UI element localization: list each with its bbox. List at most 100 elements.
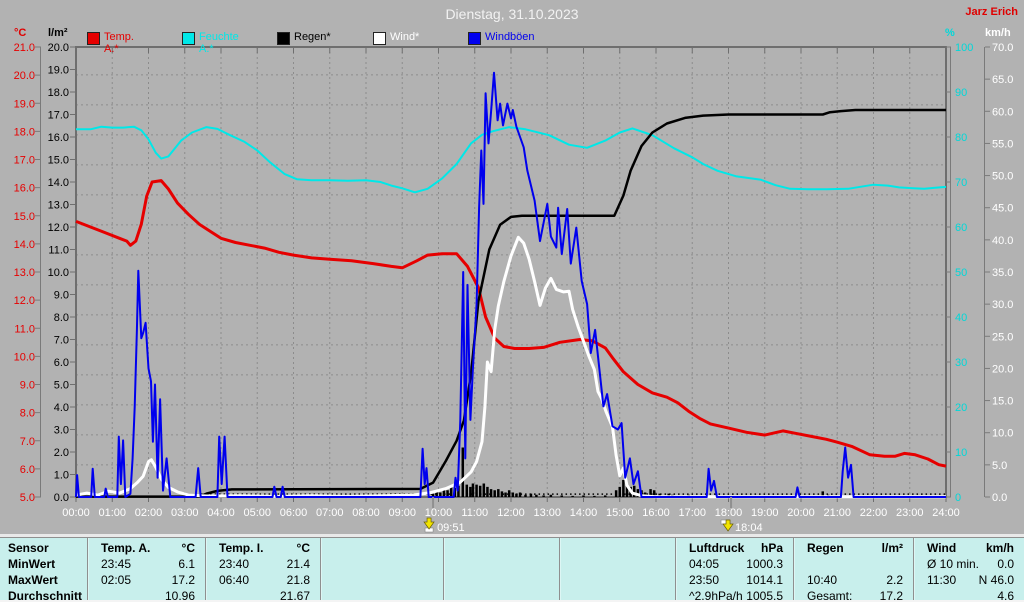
table-col-name: Regen bbox=[807, 541, 844, 555]
rain-sum-line bbox=[76, 108, 946, 498]
wind-axis-label: 15.0 bbox=[992, 396, 1013, 408]
x-axis-label: 06:00 bbox=[280, 507, 308, 519]
x-axis-label: 13:00 bbox=[533, 507, 561, 519]
table-col-name: Wind bbox=[927, 541, 957, 555]
temp-axis-label: 12.0 bbox=[14, 295, 35, 307]
rain-rate-bar bbox=[515, 493, 518, 497]
table-separator bbox=[320, 538, 322, 601]
temp-axis-label: 6.0 bbox=[20, 464, 35, 476]
wind-axis-label: 30.0 bbox=[992, 299, 1013, 311]
rain-swatch-icon bbox=[277, 32, 290, 45]
table-cell-time: 06:40 bbox=[219, 573, 250, 587]
table-row-label: MaxWert bbox=[8, 573, 58, 587]
rain-rate-bar bbox=[465, 484, 469, 497]
table-cell-value: 4.6 bbox=[997, 589, 1014, 602]
wind-axis-label: 60.0 bbox=[992, 106, 1013, 118]
table-col-name: Luftdruck bbox=[689, 541, 745, 555]
table-cell-time: 10:40 bbox=[807, 573, 838, 587]
rain-axis-label: 16.0 bbox=[48, 132, 69, 144]
x-axis-label: 01:00 bbox=[98, 507, 126, 519]
rain-rate-bar bbox=[604, 495, 607, 497]
table-row-label: Durchschnitt bbox=[8, 589, 83, 602]
rain-rate-bar bbox=[560, 495, 563, 497]
left-axis-unit-liters: l/m² bbox=[48, 27, 68, 39]
table-cell-time: Gesamt: bbox=[807, 589, 853, 602]
rain-axis-label: 4.0 bbox=[54, 402, 69, 414]
rain-rate-bar bbox=[446, 490, 449, 497]
legend-label: Regen* bbox=[294, 31, 331, 43]
rain-rate-bar bbox=[542, 495, 545, 497]
rain-axis-label: 14.0 bbox=[48, 177, 69, 189]
humidity-axis-label: 30 bbox=[955, 357, 967, 369]
table-cell-value: 17.2 bbox=[879, 589, 903, 602]
x-axis-label: 10:00 bbox=[425, 507, 453, 519]
rain-axis-label: 12.0 bbox=[48, 222, 69, 234]
rain-rate-bar bbox=[439, 492, 442, 497]
table-cell-time: 11:30 bbox=[927, 573, 957, 587]
rain-rate-bar bbox=[633, 485, 636, 497]
table-row-label: MinWert bbox=[8, 557, 56, 571]
wind-axis-label: 35.0 bbox=[992, 267, 1013, 279]
legend-label: Wind* bbox=[390, 31, 420, 43]
table-cell-value: 1014.1 bbox=[746, 573, 783, 587]
temp-axis-label: 21.0 bbox=[14, 42, 35, 54]
x-axis-label: 08:00 bbox=[352, 507, 380, 519]
table-cell-time: ^2.9hPa/h bbox=[689, 589, 743, 602]
temp-axis-label: 14.0 bbox=[14, 239, 35, 251]
x-axis-label: 15:00 bbox=[606, 507, 634, 519]
table-col-unit: hPa bbox=[760, 541, 783, 555]
humidity-axis-label: 100 bbox=[955, 42, 973, 54]
table-top-gap bbox=[0, 534, 1024, 537]
temp-axis-label: 20.0 bbox=[14, 70, 35, 82]
table-cell-value: 10.96 bbox=[164, 589, 195, 602]
temp-axis-label: 16.0 bbox=[14, 183, 35, 195]
x-axis-label: 03:00 bbox=[171, 507, 199, 519]
temp-axis-label: 5.0 bbox=[20, 492, 35, 504]
wind-axis-label: 0.0 bbox=[992, 492, 1007, 504]
humidity-swatch-icon bbox=[182, 32, 195, 45]
table-col-name: Temp. I. bbox=[219, 541, 264, 555]
wind-axis-label: 20.0 bbox=[992, 363, 1013, 375]
x-axis-label: 21:00 bbox=[823, 507, 851, 519]
rain-axis-label: 0.0 bbox=[54, 492, 69, 504]
table-col-unit: km/h bbox=[985, 541, 1014, 555]
rain-rate-bar bbox=[442, 489, 446, 497]
x-axis-label: 05:00 bbox=[243, 507, 271, 519]
humidity-line bbox=[76, 125, 947, 194]
humidity-axis-label: 80 bbox=[955, 132, 967, 144]
x-axis-label: 19:00 bbox=[751, 507, 779, 519]
rain-rate-bar bbox=[497, 489, 500, 497]
table-bottom-strip bbox=[0, 600, 1024, 602]
humidity-axis-label: 20 bbox=[955, 402, 967, 414]
rain-rate-bar bbox=[549, 494, 553, 497]
rain-rate-bar bbox=[529, 493, 533, 497]
rain-rate-bar bbox=[504, 492, 507, 497]
rain-rate-bar bbox=[821, 491, 824, 497]
table-cell-value: 17.2 bbox=[171, 573, 195, 587]
x-axis-label: 09:00 bbox=[388, 507, 416, 519]
humidity-axis-label: 40 bbox=[955, 312, 967, 324]
rain-rate-bar bbox=[461, 447, 465, 497]
x-axis-label: 23:00 bbox=[896, 507, 924, 519]
rain-rate-bar bbox=[507, 490, 511, 497]
rain-rate-bar bbox=[469, 486, 472, 497]
rain-rate-bar bbox=[482, 483, 486, 497]
rain-axis-label: 6.0 bbox=[54, 357, 69, 369]
rain-rate-bar bbox=[486, 486, 489, 497]
rain-rate-bar bbox=[471, 483, 475, 497]
rain-axis-label: 15.0 bbox=[48, 155, 69, 167]
rain-rate-bar bbox=[478, 485, 482, 497]
rain-rate-bar bbox=[449, 486, 453, 497]
rain-rate-bar bbox=[622, 479, 625, 497]
wind-axis-label: 65.0 bbox=[992, 74, 1013, 86]
wind-axis-label: 45.0 bbox=[992, 203, 1013, 215]
temp-axis-label: 13.0 bbox=[14, 267, 35, 279]
table-row-label: Sensor bbox=[8, 541, 49, 555]
rain-axis-label: 3.0 bbox=[54, 425, 69, 437]
table-cell-time: 04:05 bbox=[689, 557, 720, 571]
x-axis-label: 12:00 bbox=[497, 507, 525, 519]
table-cell-value: 1005.5 bbox=[746, 589, 783, 602]
rain-rate-bar bbox=[489, 489, 493, 497]
rain-axis-label: 5.0 bbox=[54, 380, 69, 392]
table-cell-value: 21.67 bbox=[279, 589, 310, 602]
